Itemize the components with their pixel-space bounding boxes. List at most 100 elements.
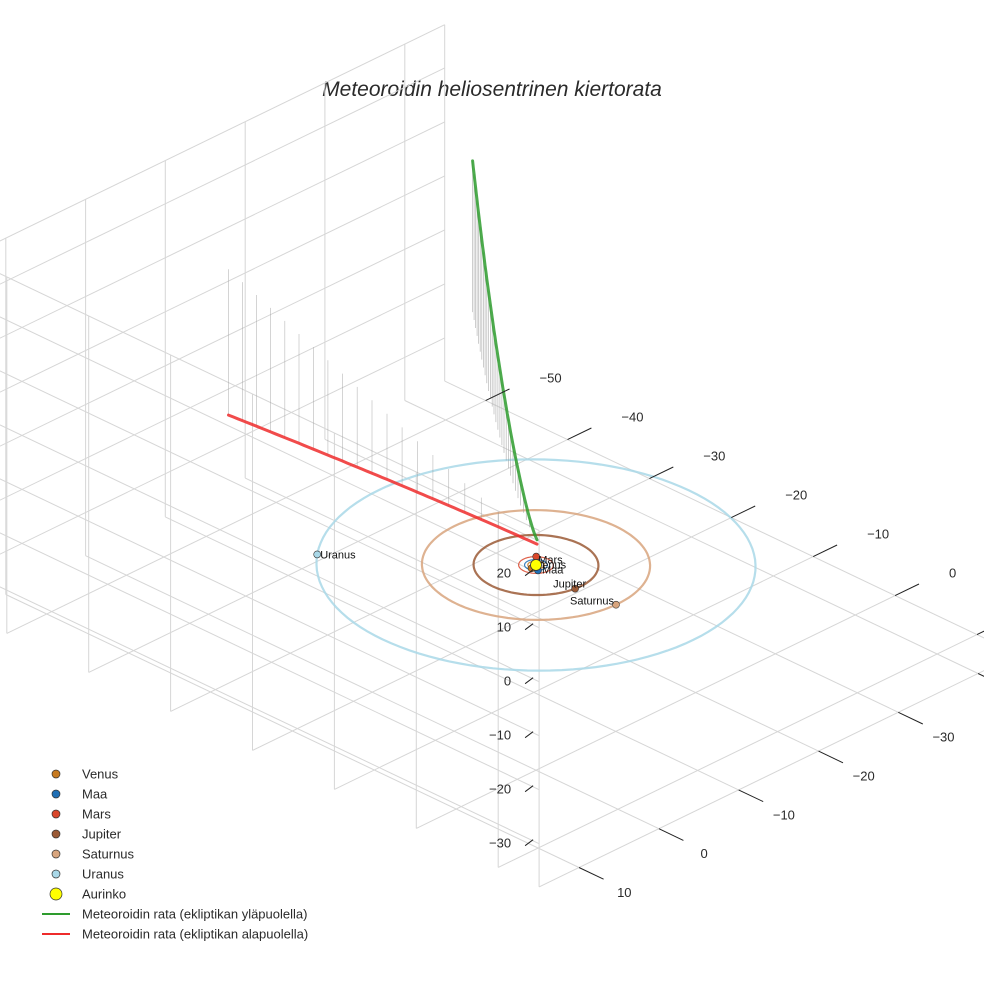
legend-dot-swatch — [51, 829, 61, 839]
gridline-floor-y — [497, 634, 978, 868]
planet-uranus — [313, 550, 322, 559]
orbit-mars — [518, 556, 554, 574]
y-tick-label: −30 — [703, 448, 725, 463]
z-tick-mark — [524, 677, 534, 685]
gridline-wall-a-z — [0, 283, 445, 501]
x-tick-mark — [818, 750, 844, 764]
z-tick-label: 20 — [497, 566, 511, 581]
legend-label: Meteoroidin rata (ekliptikan yläpuolella… — [82, 907, 307, 922]
gridline-wall-b-z — [0, 370, 540, 629]
z-tick-label: 10 — [497, 620, 511, 635]
z-tick-label: 0 — [504, 674, 511, 689]
orbit-uranus — [315, 458, 757, 672]
legend: Venus Maa Mars Jupiter Saturnus Uranus Aurinko… — [42, 767, 308, 942]
gridline-wall-b-z — [0, 478, 540, 737]
legend-label: Mars — [82, 807, 111, 822]
orbit-layer — [315, 458, 757, 672]
pane-edge — [0, 24, 445, 242]
gridline-floor-y — [416, 595, 896, 829]
gridline-wall-a-z — [0, 337, 445, 555]
x-tick-mark — [578, 867, 604, 880]
y-tick-mark — [976, 630, 984, 636]
z-tick-mark — [524, 785, 534, 793]
gridline-wall-b-z — [0, 586, 540, 845]
pane-edge — [538, 670, 984, 888]
pane-edge — [444, 380, 984, 639]
legend-sun-swatch — [49, 887, 63, 901]
planet-label-maa: Maa — [542, 564, 564, 576]
z-tick-mark — [524, 623, 534, 631]
legend-label: Maa — [82, 787, 108, 802]
y-tick-label: 0 — [949, 565, 956, 580]
planet-label-saturnus: Saturnus — [570, 596, 615, 608]
x-tick-mark — [658, 828, 684, 841]
trajectory-above-ecliptic — [471, 159, 539, 542]
planet-saturnus — [612, 600, 620, 609]
y-tick-mark — [649, 466, 674, 480]
x-tick-label: −20 — [853, 769, 875, 784]
grid-layer — [0, 24, 984, 888]
gridline-floor-y — [170, 478, 650, 712]
legend-dot-swatch — [51, 869, 61, 879]
y-tick-label: −50 — [540, 370, 562, 385]
x-tick-mark — [977, 673, 984, 677]
gridline-wall-a-z — [0, 67, 445, 285]
legend-label: Saturnus — [82, 847, 135, 862]
legend-dot-swatch — [51, 809, 61, 819]
orbit-saturnus — [420, 508, 652, 622]
z-tick-mark — [524, 731, 534, 739]
y-tick-mark — [485, 388, 510, 402]
gridline-wall-a-z — [0, 229, 445, 447]
gridline-floor-y — [88, 439, 568, 673]
legend-label: Venus — [82, 767, 119, 782]
x-tick-mark — [738, 789, 764, 803]
x-tick-mark — [898, 711, 924, 725]
gridline-wall-a-z — [0, 121, 445, 339]
legend-label: Aurinko — [82, 887, 126, 902]
planet-label-jupiter: Jupiter — [553, 579, 586, 591]
orbit-jupiter — [472, 533, 600, 597]
legend-dot-swatch — [51, 769, 61, 779]
pane-edge — [0, 273, 540, 531]
x-tick-label: 10 — [617, 885, 631, 900]
planet-label-uranus: Uranus — [320, 549, 356, 561]
planet-label-mars: Mars — [538, 555, 563, 567]
chart-title: Meteoroidin heliosentrinen kiertorata — [322, 78, 662, 101]
legend-dot-swatch — [51, 789, 61, 799]
gridline-wall-b-z — [0, 316, 540, 575]
y-tick-label: −10 — [867, 526, 889, 541]
y-tick-mark — [731, 505, 756, 519]
legend-label: Jupiter — [82, 827, 122, 842]
y-tick-label: −40 — [621, 409, 643, 424]
y-tick-label: −20 — [785, 487, 807, 502]
x-tick-label: −10 — [773, 807, 795, 822]
y-tick-mark — [894, 583, 920, 597]
gridline-floor-y — [252, 517, 732, 751]
planet-label-venus: Venus — [536, 559, 567, 571]
gridline-wall-b-z — [0, 532, 540, 791]
gridline-floor-y — [334, 556, 814, 790]
y-tick-mark — [567, 427, 592, 441]
y-tick-mark — [812, 544, 838, 558]
legend-label: Uranus — [82, 867, 124, 882]
sun-marker — [530, 559, 542, 571]
x-tick-label: −30 — [932, 730, 954, 745]
drop-lines-layer — [228, 160, 530, 528]
legend-dot-swatch — [51, 849, 61, 859]
z-tick-mark — [524, 839, 534, 847]
gridline-wall-a-z — [0, 175, 445, 393]
planet-jupiter — [571, 584, 579, 593]
gridline-floor-y — [6, 400, 486, 634]
z-tick-label: −30 — [489, 836, 511, 851]
trajectory-layer — [227, 159, 539, 546]
x-tick-label: 0 — [700, 846, 707, 861]
tick-layer: −40−30−20−10010−50−40−30−20−10010−30−20−… — [485, 370, 984, 900]
z-tick-label: −10 — [489, 728, 511, 743]
z-tick-label: −20 — [489, 782, 511, 797]
legend-label: Meteoroidin rata (ekliptikan alapuolella… — [82, 927, 308, 942]
z-tick-mark — [524, 569, 534, 577]
gridline-wall-b-z — [0, 424, 540, 683]
trajectory-below-ecliptic — [227, 413, 539, 546]
